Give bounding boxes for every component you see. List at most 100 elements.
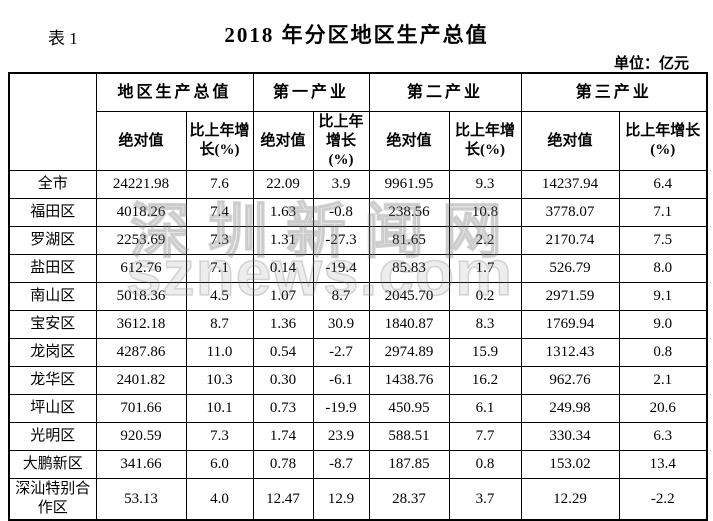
value-cell: 9.0: [618, 310, 708, 340]
district-cell: 坪山区: [8, 394, 97, 424]
value-cell: 2253.69: [95, 226, 187, 256]
value-cell: 153.02: [520, 450, 620, 480]
value-cell: 4.0: [185, 478, 254, 521]
value-cell: -6.1: [312, 366, 370, 396]
value-cell: 249.98: [520, 394, 620, 424]
district-cell: 光明区: [8, 422, 97, 452]
page-title: 2018 年分区地区生产总值: [224, 23, 489, 47]
district-cell: 大鹏新区: [8, 450, 97, 480]
value-cell: 6.4: [618, 170, 708, 200]
value-cell: 3778.07: [520, 198, 620, 228]
district-cell: 南山区: [8, 282, 97, 312]
value-cell: 81.65: [368, 226, 450, 256]
value-cell: 16.2: [448, 366, 522, 396]
value-cell: 10.8: [448, 198, 522, 228]
table-row: 全市 24221.98 7.6 22.09 3.9 9961.95 9.3 14237.94 6…: [8, 170, 708, 200]
value-cell: -8.7: [312, 450, 370, 480]
value-cell: 920.59: [95, 422, 187, 452]
table-row: 深汕特别合作区 53.13 4.0 12.47 12.9 28.37 3.7 12.29 -2.…: [8, 478, 708, 521]
value-cell: 1.07: [252, 282, 314, 312]
value-cell: 2971.59: [520, 282, 620, 312]
value-cell: 0.14: [252, 254, 314, 284]
sub-header-growth: 比上年增长(%): [312, 110, 370, 172]
value-cell: -2.2: [618, 478, 708, 521]
value-cell: 24221.98: [95, 170, 187, 200]
table-row: 龙岗区 4287.86 11.0 0.54 -2.7 2974.89 15.9 1312.43…: [8, 338, 708, 368]
value-cell: 12.47: [252, 478, 314, 521]
value-cell: 7.1: [185, 254, 254, 284]
value-cell: 9961.95: [368, 170, 450, 200]
value-cell: 341.66: [95, 450, 187, 480]
value-cell: 7.3: [185, 422, 254, 452]
group-header-gdp: 地区生产总值: [95, 72, 254, 112]
table-row: 光明区 920.59 7.3 1.74 23.9 588.51 7.7 330.34 6.3: [8, 422, 708, 452]
value-cell: 10.1: [185, 394, 254, 424]
value-cell: 3.7: [448, 478, 522, 521]
group-header-secondary: 第二产业: [368, 72, 522, 112]
value-cell: 1.7: [448, 254, 522, 284]
value-cell: 526.79: [520, 254, 620, 284]
sub-header-absolute: 绝对值: [252, 110, 314, 172]
table-row: 大鹏新区 341.66 6.0 0.78 -8.7 187.85 0.8 153.02 13.4: [8, 450, 708, 480]
value-cell: 588.51: [368, 422, 450, 452]
district-cell: 福田区: [8, 198, 97, 228]
value-cell: 53.13: [95, 478, 187, 521]
value-cell: 85.83: [368, 254, 450, 284]
district-cell: 深汕特别合作区: [8, 478, 97, 521]
value-cell: 0.78: [252, 450, 314, 480]
value-cell: 7.1: [618, 198, 708, 228]
value-cell: 6.1: [448, 394, 522, 424]
value-cell: 23.9: [312, 422, 370, 452]
value-cell: 22.09: [252, 170, 314, 200]
value-cell: -27.3: [312, 226, 370, 256]
district-cell: 龙华区: [8, 366, 97, 396]
value-cell: 612.76: [95, 254, 187, 284]
value-cell: 4.5: [185, 282, 254, 312]
group-header-tertiary: 第三产业: [520, 72, 708, 112]
value-cell: 14237.94: [520, 170, 620, 200]
table-row: 盐田区 612.76 7.1 0.14 -19.4 85.83 1.7 526.79 8.0: [8, 254, 708, 284]
value-cell: 6.0: [185, 450, 254, 480]
value-cell: 8.7: [312, 282, 370, 312]
value-cell: 962.76: [520, 366, 620, 396]
sub-header-absolute: 绝对值: [520, 110, 620, 172]
district-cell: 罗湖区: [8, 226, 97, 256]
gdp-table: 地区生产总值 第一产业 第二产业 第三产业 绝对值 比上年增长(%) 绝对值 比…: [8, 72, 709, 521]
value-cell: 1438.76: [368, 366, 450, 396]
sub-header-absolute: 绝对值: [368, 110, 450, 172]
value-cell: 0.8: [448, 450, 522, 480]
value-cell: 7.3: [185, 226, 254, 256]
value-cell: 0.2: [448, 282, 522, 312]
value-cell: 238.56: [368, 198, 450, 228]
value-cell: 1.63: [252, 198, 314, 228]
value-cell: 11.0: [185, 338, 254, 368]
sub-header-growth: 比上年增长(%): [618, 110, 708, 172]
table-row: 南山区 5018.36 4.5 1.07 8.7 2045.70 0.2 2971.59 9.1: [8, 282, 708, 312]
value-cell: 0.73: [252, 394, 314, 424]
value-cell: 2.2: [448, 226, 522, 256]
value-cell: 2.1: [618, 366, 708, 396]
value-cell: 2045.70: [368, 282, 450, 312]
value-cell: 2974.89: [368, 338, 450, 368]
value-cell: 450.95: [368, 394, 450, 424]
value-cell: 5018.36: [95, 282, 187, 312]
value-cell: 12.29: [520, 478, 620, 521]
value-cell: 1840.87: [368, 310, 450, 340]
value-cell: 2170.74: [520, 226, 620, 256]
value-cell: -19.9: [312, 394, 370, 424]
value-cell: 9.1: [618, 282, 708, 312]
sub-header-row: 绝对值 比上年增长(%) 绝对值 比上年增长(%) 绝对值 比上年增长(%) 绝…: [9, 110, 708, 172]
district-cell: 全市: [8, 170, 97, 200]
value-cell: 12.9: [312, 478, 370, 521]
value-cell: 13.4: [618, 450, 708, 480]
value-cell: 9.3: [448, 170, 522, 200]
value-cell: 701.66: [95, 394, 187, 424]
value-cell: -0.8: [312, 198, 370, 228]
value-cell: -19.4: [312, 254, 370, 284]
value-cell: 3612.18: [95, 310, 187, 340]
table-number-label: 表 1: [48, 29, 78, 48]
table-row: 福田区 4018.26 7.4 1.63 -0.8 238.56 10.8 3778.07 7.…: [8, 198, 708, 228]
value-cell: 1.31: [252, 226, 314, 256]
corner-cell: [8, 72, 97, 172]
sub-header-growth: 比上年增长(%): [448, 110, 522, 172]
